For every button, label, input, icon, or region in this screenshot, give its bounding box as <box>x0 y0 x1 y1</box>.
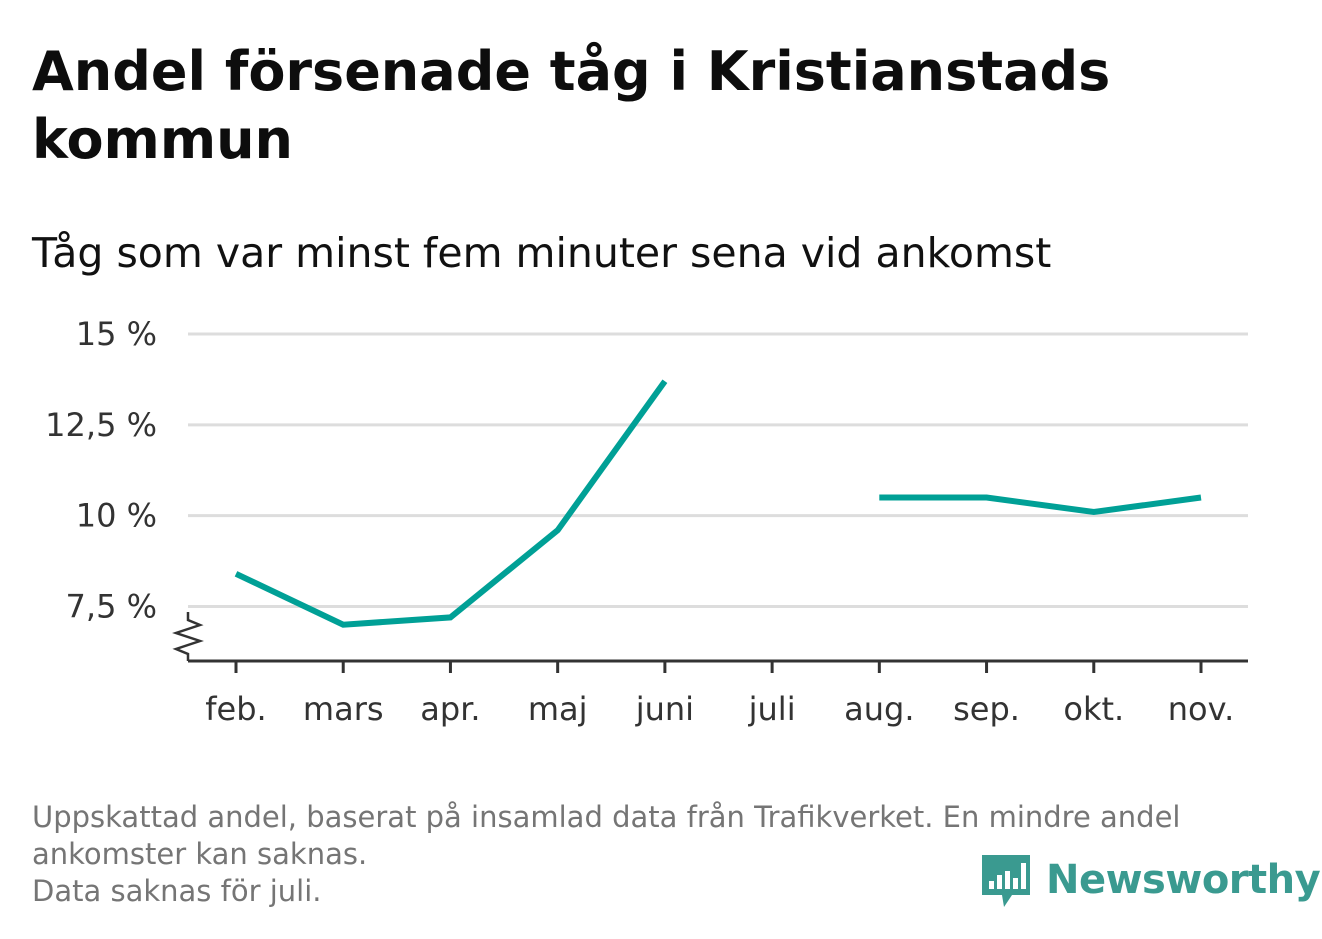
chart-subtitle: Tåg som var minst fem minuter sena vid a… <box>32 229 1052 277</box>
y-axis-tick-labels: 7,5 % 10 % 12,5 % 15 % <box>45 315 157 626</box>
y-axis-break-marker <box>172 612 204 661</box>
x-tick-label: aug. <box>844 690 914 728</box>
series-lines <box>234 379 1202 628</box>
footnote-line-3: Data saknas för juli. <box>32 874 322 908</box>
y-tick-label: 12,5 % <box>45 406 157 444</box>
x-axis <box>172 612 1248 663</box>
footnote-line-2: ankomster kan saknas. <box>32 837 368 871</box>
newsworthy-logo: Newsworthy <box>980 850 1321 910</box>
x-tick-label: juni <box>635 690 694 728</box>
newsworthy-logo-text: Newsworthy <box>1046 857 1321 903</box>
x-tick-label: nov. <box>1168 690 1234 728</box>
x-tick-label: okt. <box>1063 690 1124 728</box>
series-line-segment <box>234 379 668 628</box>
y-tick-label: 7,5 % <box>66 588 157 626</box>
line-chart: 7,5 % 10 % 12,5 % 15 % feb. mars apr. maj juni j… <box>45 315 1248 728</box>
x-tick-label: juli <box>748 690 796 728</box>
x-tick-label: maj <box>528 690 588 728</box>
footnote: Uppskattad andel, baserat på insamlad da… <box>32 799 1282 910</box>
x-tick-label: feb. <box>205 690 266 728</box>
y-tick-label: 15 % <box>76 315 157 353</box>
gridlines <box>188 332 1248 608</box>
x-axis-ticks: feb. mars apr. maj juni juli aug. sep. okt. nov. <box>205 661 1234 728</box>
newsworthy-bar-chart-icon <box>982 855 1030 907</box>
x-tick-label: mars <box>303 690 384 728</box>
series-line-segment <box>879 494 1202 516</box>
x-tick-label: sep. <box>953 690 1020 728</box>
chart-title: Andel försenade tåg i Kristianstads komm… <box>32 40 1111 171</box>
y-tick-label: 10 % <box>76 497 157 535</box>
x-tick-label: apr. <box>420 690 480 728</box>
footnote-line-1: Uppskattad andel, baserat på insamlad da… <box>32 800 1181 834</box>
